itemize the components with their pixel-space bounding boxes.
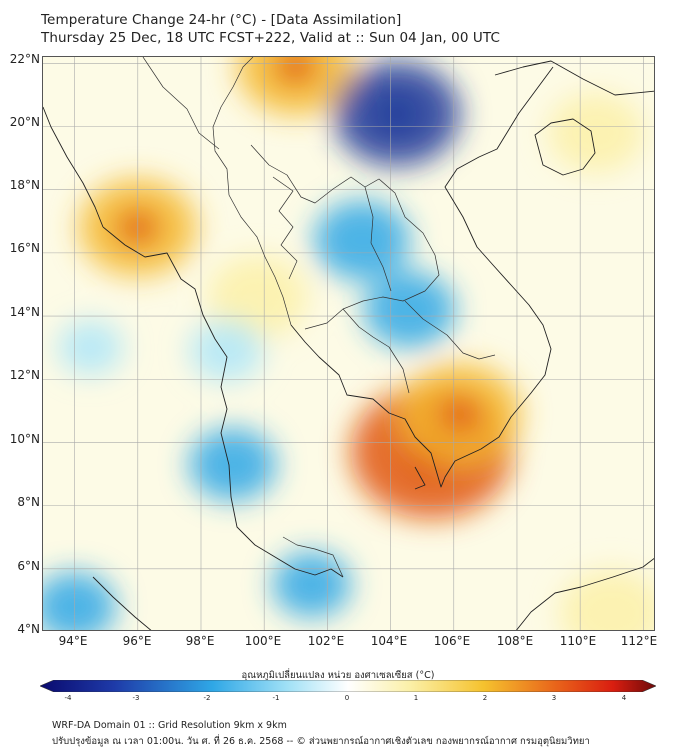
lon-label: 106°E [433, 634, 471, 648]
coastline-west [102, 226, 344, 578]
cooling-blob [188, 428, 277, 501]
warming-blob [207, 255, 309, 339]
warming-core [438, 396, 482, 433]
colorbar-title: อุณหภูมิเปลี่ยนแปลง หน่วย องศาเซลเซียส (… [241, 670, 435, 681]
cooling-blob [57, 320, 123, 376]
coastline-myanmar [43, 106, 104, 228]
cooling-blob [314, 200, 411, 281]
lon-label: 96°E [122, 634, 152, 648]
graticule [43, 57, 654, 630]
lat-label: 10°N [9, 432, 40, 446]
colorbar-tick: 2 [482, 694, 488, 702]
lat-label: 8°N [17, 495, 40, 509]
temperature-change-map [43, 57, 654, 630]
colorbar-tick: -2 [203, 694, 211, 702]
coastline-borneo [516, 557, 654, 630]
colorbar-tick: 0 [344, 694, 350, 702]
lon-label: 108°E [496, 634, 534, 648]
lon-label: 110°E [559, 634, 597, 648]
lat-label: 20°N [9, 115, 40, 129]
warming-blob [547, 92, 644, 173]
lon-label: 94°E [58, 634, 88, 648]
lat-label: 12°N [9, 368, 40, 382]
colorbar-tick: -4 [64, 694, 72, 702]
country-borders [142, 57, 496, 578]
lon-label: 104°E [370, 634, 408, 648]
map-panel [42, 56, 655, 631]
warming-blob [559, 569, 654, 630]
colorbar-tick: 1 [413, 694, 419, 702]
lat-label: 4°N [17, 622, 40, 636]
lat-label: 14°N [9, 305, 40, 319]
colorbar-tick: 4 [621, 694, 627, 702]
colorbar-tick: -3 [132, 694, 140, 702]
lat-label: 22°N [9, 52, 40, 66]
coastline-china [494, 60, 654, 96]
lon-label: 98°E [185, 634, 215, 648]
cooling-blob [43, 572, 116, 630]
cooling-blob [272, 551, 351, 618]
cooling-blob [189, 319, 264, 382]
chart-title: Temperature Change 24-hr (°C) - [Data As… [41, 12, 402, 28]
warming-blob [236, 57, 355, 116]
chart-subtitle: Thursday 25 Dec, 18 UTC FCST+222, Valid … [41, 30, 500, 46]
coastline-camau [414, 466, 426, 490]
coastline-sumatra [92, 576, 152, 630]
lat-label: 18°N [9, 178, 40, 192]
footer-model-info: WRF-DA Domain 01 :: Grid Resolution 9km … [52, 720, 287, 731]
warming-core [274, 57, 317, 84]
coastline-east [290, 66, 554, 488]
lon-label: 100°E [244, 634, 282, 648]
cooling-blob [363, 271, 456, 348]
footer-credit: ปรับปรุงข้อมูล ณ เวลา 01:00น. วัน ศ. ที่… [52, 736, 590, 747]
lat-label: 16°N [9, 241, 40, 255]
coastline-hainan [534, 118, 596, 176]
coastlines-and-borders [43, 57, 654, 630]
colorbar-tick: 3 [551, 694, 557, 702]
lon-label: 112°E [620, 634, 658, 648]
lon-label: 102°E [307, 634, 345, 648]
colorbar-tick: -1 [272, 694, 280, 702]
cooling-core [374, 95, 420, 133]
lat-label: 6°N [17, 559, 40, 573]
colorbar [40, 680, 656, 692]
